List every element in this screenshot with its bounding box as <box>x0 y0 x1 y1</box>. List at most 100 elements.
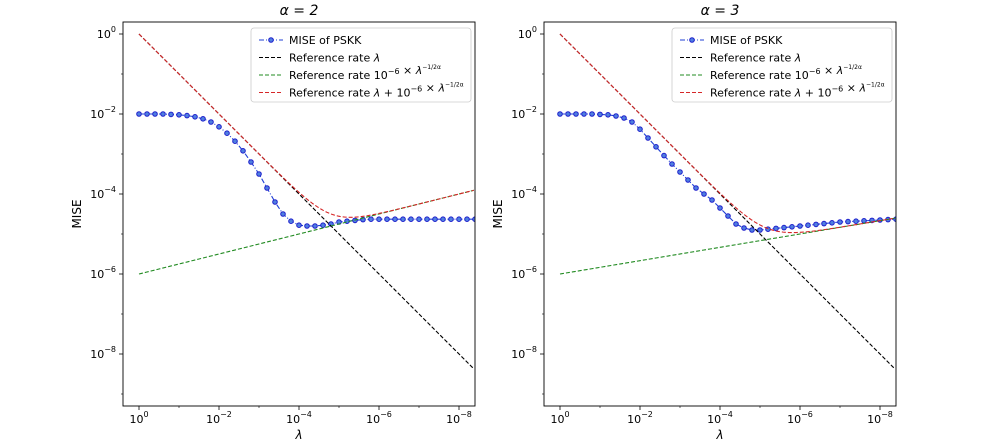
data-point <box>448 216 454 222</box>
data-point <box>789 224 795 230</box>
data-point <box>400 216 406 222</box>
data-point <box>845 218 851 225</box>
legend-entry-4: Reference rate λ + 10−6 × λ−1/2α <box>710 82 885 100</box>
legend-box <box>250 27 472 103</box>
data-point <box>408 216 414 222</box>
y-axis-label: MISE <box>491 199 505 228</box>
y-tick-label: 10−2 <box>511 105 537 121</box>
data-point <box>240 148 246 154</box>
data-point <box>797 223 803 229</box>
x-tick-label: 100 <box>129 410 148 426</box>
data-point <box>304 223 310 229</box>
data-point <box>264 185 270 191</box>
x-tick-label: 10−8 <box>867 410 893 426</box>
data-point <box>645 135 651 141</box>
plot-area <box>557 33 896 370</box>
data-point <box>160 111 166 117</box>
data-point <box>669 161 675 167</box>
data-point <box>312 223 318 229</box>
data-point <box>440 216 446 222</box>
y-tick-label: 10−8 <box>511 345 537 361</box>
data-point <box>677 169 683 175</box>
data-point <box>605 112 611 118</box>
data-point <box>208 119 214 125</box>
y-tick-label: 10−6 <box>90 265 116 281</box>
data-point <box>589 111 595 117</box>
data-point <box>272 199 278 205</box>
data-point <box>384 216 390 222</box>
x-tick-label: 100 <box>550 410 569 426</box>
data-point <box>216 124 222 130</box>
data-point <box>280 211 286 217</box>
data-point <box>629 119 635 125</box>
data-point <box>464 216 470 222</box>
data-point <box>472 216 475 222</box>
data-point <box>805 222 811 228</box>
data-point <box>621 115 627 121</box>
data-point <box>597 111 603 118</box>
x-tick-label: 10−6 <box>366 410 392 426</box>
x-tick-label: 10−4 <box>286 410 312 426</box>
data-point <box>813 221 819 228</box>
series-line-3 <box>138 189 474 275</box>
legend-entry-2: Reference rate λ <box>710 52 801 65</box>
data-point <box>861 218 867 224</box>
chart-panel-2: α = 3 λ MISE 100 10−2 10−4 10−6 10−8 100 10−2 10−4… <box>491 3 897 442</box>
legend-marker <box>268 37 274 43</box>
data-point <box>152 111 158 117</box>
data-point <box>184 112 190 119</box>
data-point <box>685 177 691 183</box>
x-tick-label: 10−8 <box>446 410 472 426</box>
data-point <box>757 227 763 233</box>
chart-panel-1: α = 2 λ MISE 100 10−2 10−4 10−6 10−8 100 10−2 10−4… <box>70 3 476 442</box>
plot-area <box>136 33 475 370</box>
axes-frame <box>122 21 476 407</box>
legend-box <box>671 27 893 103</box>
chart-title: α = 3 <box>701 3 740 19</box>
x-axis-label: λ <box>294 428 302 442</box>
data-point <box>432 216 438 222</box>
data-point <box>136 111 142 117</box>
data-point <box>176 112 182 118</box>
data-point <box>456 216 462 222</box>
y-tick-label: 10−6 <box>511 265 537 281</box>
data-point <box>192 114 198 120</box>
y-tick-label: 100 <box>97 25 116 41</box>
data-point <box>741 225 747 231</box>
y-axis-label: MISE <box>70 199 84 228</box>
series-line-1 <box>560 113 896 231</box>
data-point <box>749 227 755 233</box>
legend-entry-3: Reference rate 10−6 × λ−1/2α <box>710 64 862 82</box>
data-point <box>296 222 302 228</box>
series-line-4 <box>138 33 474 218</box>
legend-entry-1: MISE of PSKK <box>710 34 783 47</box>
data-point <box>637 126 643 132</box>
data-point <box>661 152 667 159</box>
x-tick-label: 10−4 <box>707 410 733 426</box>
data-point <box>725 213 731 219</box>
legend-entry-1: MISE of PSKK <box>289 34 362 47</box>
series-line-1 <box>139 113 475 227</box>
x-tick-label: 10−6 <box>787 410 813 426</box>
legend-entry-4: Reference rate λ + 10−6 × λ−1/2α <box>289 82 464 100</box>
data-point <box>144 111 150 117</box>
x-axis-label: λ <box>715 428 723 442</box>
chart-title: α = 2 <box>280 3 319 19</box>
data-point <box>200 116 206 122</box>
data-point <box>613 113 619 119</box>
x-tick-label: 10−2 <box>206 410 232 426</box>
data-point <box>853 218 859 224</box>
y-tick-label: 10−2 <box>90 105 116 121</box>
data-point <box>392 216 398 222</box>
x-tick-label: 10−2 <box>627 410 653 426</box>
data-point <box>829 220 835 226</box>
data-point <box>717 205 723 211</box>
data-point <box>837 219 843 225</box>
data-point <box>320 222 326 228</box>
data-point <box>416 216 422 222</box>
y-tick-label: 10−4 <box>90 185 116 201</box>
data-point <box>376 216 382 222</box>
legend-marker <box>689 37 695 43</box>
data-point <box>733 221 739 227</box>
data-point <box>821 220 827 227</box>
